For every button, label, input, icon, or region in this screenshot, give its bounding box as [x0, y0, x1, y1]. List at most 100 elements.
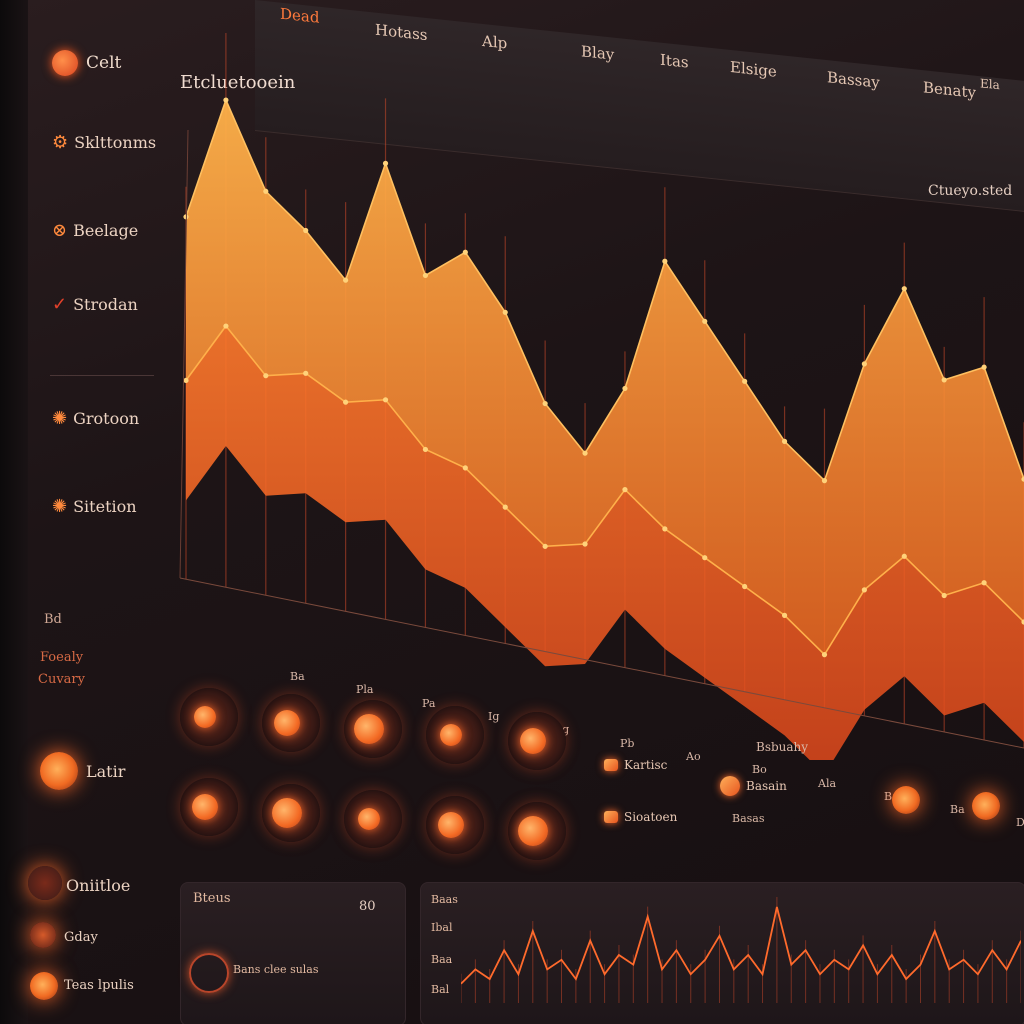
- series-b-point: [582, 541, 588, 547]
- sidebar-bottom-item[interactable]: Teas lpulis: [64, 978, 134, 993]
- x-tick-label: Ala: [818, 776, 837, 790]
- series-b-point: [702, 555, 708, 561]
- sidebar-divider: [50, 375, 154, 376]
- orb-core-icon: [438, 812, 464, 838]
- sidebar-item-4[interactable]: ✺ Sitetion: [52, 496, 137, 517]
- status-orb[interactable]: [972, 792, 1000, 820]
- sidebar-item-0[interactable]: ⚙ Sklttonms: [52, 132, 156, 153]
- metric-orb[interactable]: [180, 688, 238, 746]
- orb-core-icon: [354, 714, 384, 744]
- series-a-point: [622, 385, 628, 392]
- metric-orb[interactable]: [344, 700, 402, 758]
- series-b-point: [542, 543, 548, 549]
- spark-y-label: Baa: [431, 953, 453, 966]
- orb-label: Latir: [86, 762, 126, 781]
- spark-y-label: Baas: [431, 893, 458, 906]
- metric-orb[interactable]: [426, 706, 484, 764]
- chart-points: [183, 97, 1024, 658]
- series-a-area: [186, 100, 1024, 655]
- orb-core-icon: [272, 798, 302, 828]
- series-a-point: [382, 160, 389, 166]
- status-chip[interactable]: Kartisc: [604, 758, 667, 772]
- orb-core-icon: [194, 706, 216, 728]
- sidebar-item-label: Strodan: [73, 295, 138, 314]
- orb-core-icon: [358, 808, 380, 830]
- chart-title: Etcluetooein: [180, 72, 296, 93]
- cluster-icon: ✺: [52, 408, 68, 429]
- series-a-point: [861, 361, 867, 367]
- sidebar-section-line: Cuvary: [38, 672, 85, 687]
- series-a-line: [185, 97, 1024, 483]
- series-b-point: [821, 652, 828, 658]
- x-tick-label: Pla: [356, 683, 374, 697]
- sidebar-item-1[interactable]: ⊗ Beelage: [52, 220, 138, 241]
- metric-orb[interactable]: [508, 802, 566, 860]
- series-a-point: [901, 286, 907, 292]
- sparkline-panel: Baas Ibal Baa Bal: [420, 882, 1024, 1024]
- sidebar-bottom-item[interactable]: Gday: [64, 930, 98, 945]
- chip-icon: [604, 811, 618, 823]
- series-b-point: [1021, 619, 1024, 625]
- metric-orb[interactable]: [180, 778, 238, 836]
- series-b-point: [263, 373, 269, 379]
- orb-core-icon: [192, 794, 218, 820]
- x-tick-label: Ig: [488, 710, 500, 724]
- series-a-point: [502, 309, 508, 315]
- sidebar-item-2[interactable]: ✓ Strodan: [52, 294, 138, 315]
- brand[interactable]: Celt: [52, 50, 121, 76]
- series-b-point: [303, 370, 309, 376]
- gear-icon: ⚙: [52, 132, 69, 153]
- cluster-icon: ✺: [52, 496, 68, 517]
- chart-note: Ctueyo.sted: [928, 183, 1013, 199]
- settings-orb-icon[interactable]: [28, 866, 62, 900]
- series-b-point: [662, 526, 668, 532]
- series-a-point: [582, 450, 588, 456]
- sidebar-item-label: Sitetion: [73, 497, 137, 516]
- circle-link-icon: ⊗: [52, 220, 68, 241]
- chip-caption: Basas: [732, 812, 765, 825]
- status-chip[interactable]: Sioatoen: [604, 810, 677, 824]
- series-b-point: [223, 323, 229, 329]
- spark-y-label: Bal: [431, 983, 450, 996]
- sidebar-item-3[interactable]: ✺ Grotoon: [52, 408, 139, 429]
- chip-label: Basain: [746, 779, 787, 793]
- x-axis-line: [179, 577, 1024, 749]
- metric-orb[interactable]: [508, 712, 566, 770]
- series-b-point: [343, 399, 349, 405]
- orb-core-icon: [274, 710, 300, 736]
- y-axis-line: [179, 129, 189, 579]
- x-tick-label: Ba: [950, 803, 965, 817]
- x-tick-label: Ba: [290, 670, 305, 684]
- x-tick-label: Pb: [620, 736, 635, 750]
- series-a-point: [821, 478, 828, 484]
- status-chip[interactable]: Basain: [720, 776, 787, 796]
- metric-orb[interactable]: [426, 796, 484, 854]
- series-b-area: [186, 326, 1024, 760]
- metric-orb[interactable]: [262, 694, 320, 752]
- series-a-point: [263, 188, 269, 194]
- series-b-point: [422, 446, 429, 453]
- flame-icon: [30, 972, 58, 1000]
- brand-name: Celt: [86, 53, 122, 73]
- summary-panel: Bteus 80 Bans clee sulas: [180, 882, 406, 1024]
- sidebar-item-label: Beelage: [73, 221, 139, 240]
- chip-icon: [720, 776, 740, 796]
- sidebar-item-label: Sklttonms: [74, 133, 157, 152]
- chip-label: Kartisc: [624, 758, 668, 772]
- series-a-point: [1021, 476, 1024, 482]
- orb-core-icon: [518, 816, 548, 846]
- series-b-point: [742, 583, 748, 590]
- bookmark-icon: [30, 922, 56, 948]
- status-orb[interactable]: [892, 786, 920, 814]
- status-orb[interactable]: [40, 752, 78, 790]
- series-a-point: [941, 377, 947, 383]
- metric-orb[interactable]: [262, 784, 320, 842]
- series-b-point: [861, 587, 867, 593]
- metric-orb[interactable]: [344, 790, 402, 848]
- series-b-line: [185, 324, 1024, 656]
- series-b-point: [462, 465, 468, 471]
- x-tick-label: Bo: [752, 763, 767, 777]
- sidebar-bottom-item[interactable]: Oniitloe: [66, 876, 131, 895]
- series-a-point: [662, 258, 668, 264]
